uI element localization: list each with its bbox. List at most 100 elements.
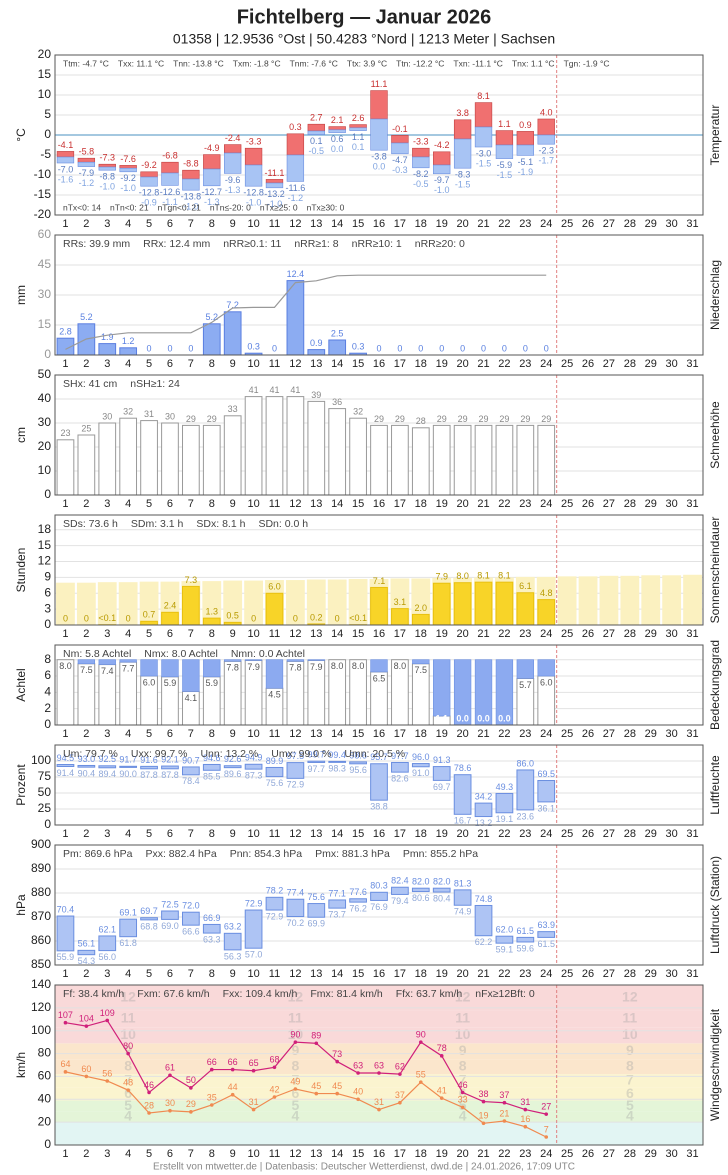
panel-background [55, 845, 703, 965]
max-label: 99.4 [328, 750, 346, 760]
beaufort-label: 8 [124, 1057, 132, 1073]
temp-lower [537, 134, 555, 145]
stat: Uxx: 99.7 % [131, 748, 188, 760]
x-tick-label: 5 [146, 628, 152, 640]
potential-bar [223, 580, 243, 625]
stat: nRR≥1: 8 [294, 238, 338, 250]
bar [453, 424, 472, 496]
min-label: 73.7 [328, 909, 346, 919]
x-tick-label: 25 [561, 498, 573, 510]
x-tick-label: 25 [561, 1148, 573, 1160]
bar [182, 585, 200, 626]
beaufort-label: 11 [622, 1009, 637, 1025]
y-tick-label: 0 [44, 717, 51, 731]
x-tick-label: 9 [230, 1148, 236, 1160]
value-label: 8.0 [352, 661, 365, 671]
aux-label: -1.7 [538, 156, 554, 166]
point [63, 1070, 68, 1074]
x-tick-label: 14 [331, 628, 343, 640]
max-label: 82.0 [412, 877, 430, 887]
x-tick-label: 16 [373, 218, 385, 230]
stat: Ttn: -12.2 °C [396, 58, 444, 68]
min-label: 23.6 [517, 811, 535, 821]
value-label: 6.5 [373, 673, 386, 683]
min-label: 57.0 [245, 950, 263, 960]
value-label: 0.5 [226, 611, 239, 621]
x-tick-label: 4 [125, 728, 131, 740]
range-box [307, 760, 326, 763]
x-tick-label: 31 [686, 628, 698, 640]
min-label: 61.5 [537, 939, 555, 949]
temp-lower [77, 161, 96, 167]
x-tick-label: 24 [540, 498, 552, 510]
temp-upper [119, 165, 137, 169]
max-label: -4.1 [58, 140, 74, 150]
beaufort-label: 9 [124, 1042, 132, 1058]
range-box [328, 899, 347, 909]
x-tick-label: 30 [666, 828, 678, 840]
x-tick-label: 19 [436, 628, 448, 640]
max-label: 77.1 [328, 888, 346, 898]
y-tick-label: 850 [31, 957, 51, 971]
temp-upper [370, 90, 388, 120]
point [439, 1054, 444, 1058]
x-tick-label: 11 [269, 1148, 280, 1160]
panel-border [54, 644, 704, 726]
temp-lower [203, 168, 221, 187]
beaufort-label: 12 [288, 988, 304, 1004]
max-label: 92.6 [224, 754, 242, 764]
min-label: 87.8 [140, 770, 158, 780]
min-label: 90.0 [119, 769, 137, 779]
max-label: -2.4 [225, 133, 241, 143]
x-tick-label: 3 [104, 968, 110, 980]
temp-upper [537, 118, 555, 136]
point [272, 1065, 277, 1070]
max-label: -6.8 [162, 151, 178, 161]
range-box [161, 910, 179, 920]
stat: Nm: 5.8 Achtel [63, 648, 131, 660]
range-box [182, 766, 200, 776]
value-label: 4.8 [540, 588, 553, 598]
max-label: -7.6 [120, 154, 136, 164]
max-label: 77.4 [287, 888, 305, 898]
max-label: 66.9 [203, 913, 221, 923]
bar [202, 323, 221, 356]
min-label: 1.1 [352, 132, 365, 142]
potential-bar [139, 581, 159, 625]
value-label: 41 [249, 385, 259, 395]
min-label: 87.8 [161, 770, 179, 780]
y-tick-label: 75 [38, 769, 52, 783]
x-tick-label: 8 [209, 728, 215, 740]
beaufort-label: 6 [291, 1085, 299, 1101]
value-label: 29 [186, 1099, 196, 1109]
beaufort-band [55, 1074, 703, 1088]
y-tick-label: 0 [44, 817, 51, 831]
max-label: 4.0 [540, 107, 553, 117]
min-label: 78.4 [182, 776, 200, 786]
x-tick-label: 12 [289, 498, 301, 510]
min-label: 80.6 [412, 893, 430, 903]
x-tick-label: 17 [394, 628, 406, 640]
min-label: -12.8 [243, 188, 264, 198]
y-tick-label: 30 [38, 287, 52, 301]
point [126, 1051, 130, 1056]
min-label: 91.4 [57, 768, 75, 778]
y-tick-label: 40 [38, 391, 52, 405]
range-box [516, 936, 535, 943]
x-tick-label: 22 [498, 828, 510, 840]
beaufort-band [55, 1111, 703, 1123]
x-tick-label: 20 [456, 968, 468, 980]
bar [161, 611, 179, 626]
x-tick-label: 26 [582, 828, 594, 840]
temp-lower [286, 154, 305, 182]
value-label: 0 [439, 343, 444, 353]
value-label: 5.2 [80, 312, 93, 322]
y-tick-label: 100 [31, 753, 51, 767]
x-tick-label: 6 [167, 1148, 173, 1160]
potential-bar [348, 578, 368, 625]
aux-label: -1.2 [288, 193, 304, 203]
x-tick-label: 16 [373, 828, 385, 840]
y-tick-label: 3 [44, 601, 51, 615]
beaufort-band [55, 1043, 703, 1060]
range-box [286, 762, 305, 779]
